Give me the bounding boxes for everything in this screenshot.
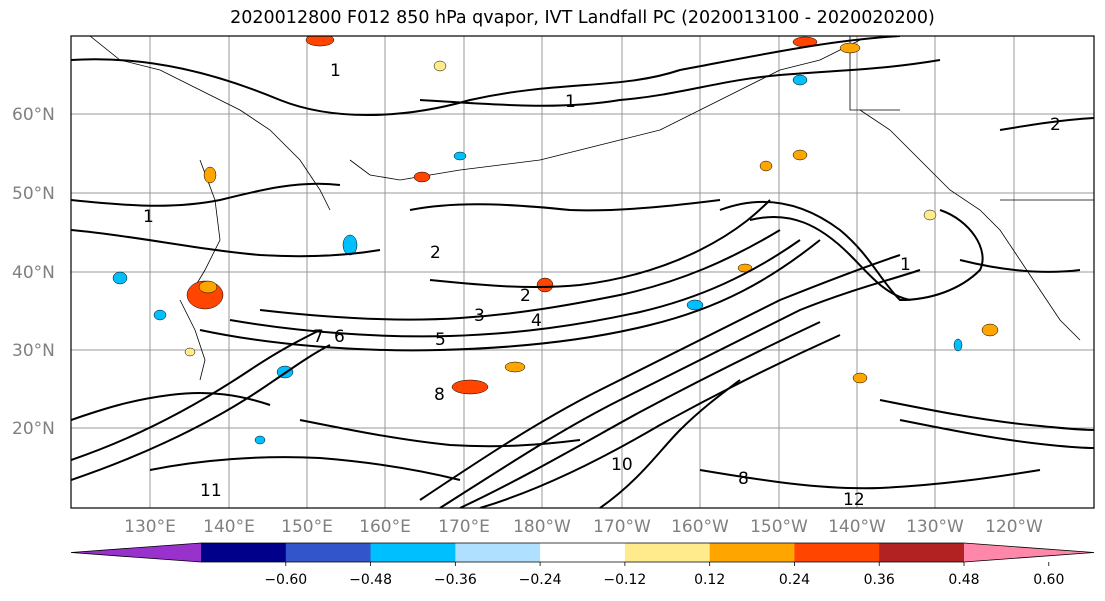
colorbar-segment	[624, 543, 711, 562]
lon-label: 150°E	[281, 517, 333, 537]
contour-label: 2	[1050, 115, 1061, 135]
lon-label: 170°E	[438, 517, 490, 537]
latitude-labels: 60°N 50°N 40°N 30°N 20°N	[12, 105, 55, 439]
colorbar-segment	[285, 543, 372, 562]
lat-label: 60°N	[12, 105, 55, 125]
map-frame	[70, 35, 1095, 509]
anomaly-patches	[112, 36, 999, 445]
contour-label: 2	[430, 243, 441, 263]
colorbar-segment	[455, 543, 541, 562]
colorbar-tick-label: 0.36	[864, 572, 895, 588]
colorbar: −0.60 −0.48 −0.36 −0.24 −0.12 0.12 0.24 0.36 0.4…	[70, 542, 1095, 588]
contour-label: 4	[531, 311, 542, 331]
contour-label: 3	[474, 306, 485, 326]
contour-label: 1	[330, 61, 341, 81]
map-title: 2020012800 F012 850 hPa qvapor, IVT Land…	[230, 8, 935, 28]
contour-label: 8	[434, 385, 445, 405]
contour-label: 1	[143, 207, 154, 227]
colorbar-tick-label: −0.60	[264, 572, 307, 588]
colorbar-tick-label: 0.48	[948, 572, 979, 588]
lon-label: 160°W	[671, 517, 729, 537]
colorbar-tick-label: −0.36	[434, 572, 477, 588]
lon-label: 130°W	[906, 517, 964, 537]
lon-label: 140°W	[828, 517, 886, 537]
colorbar-tick-label: −0.12	[603, 572, 646, 588]
colorbar-tick-label: −0.24	[519, 572, 562, 588]
contour-label: 7	[313, 327, 324, 347]
colorbar-segment	[201, 543, 287, 562]
longitude-labels: 130°E 140°E 150°E 160°E 170°E 180°W 170°…	[124, 517, 1043, 537]
lon-label: 170°W	[593, 517, 651, 537]
contour-label: 11	[200, 481, 222, 501]
lon-label: 130°E	[124, 517, 176, 537]
contour-label: 6	[334, 327, 345, 347]
lat-label: 40°N	[12, 263, 55, 283]
contour-label: 5	[435, 330, 446, 350]
colorbar-segment	[794, 543, 880, 562]
colorbar-extend-low	[71, 543, 201, 562]
colorbar-outline	[70, 542, 1095, 563]
lat-label: 20°N	[12, 419, 55, 439]
contour-label: 8	[738, 469, 749, 489]
coastlines	[89, 36, 1094, 381]
contour-label: 1	[900, 255, 911, 275]
lat-label: 50°N	[12, 184, 55, 204]
contour-label: 1	[565, 92, 576, 112]
colorbar-segment	[540, 543, 626, 562]
ivt-contours	[71, 36, 1094, 508]
colorbar-segment	[879, 543, 965, 562]
colorbar-tick-label: −0.48	[349, 572, 392, 588]
colorbar-tick-label: 0.24	[779, 572, 810, 588]
lon-label: 150°W	[750, 517, 808, 537]
contour-labels: 1 1 1 1 2 2 3 4 5 7 6 8 10 11 12 8 2	[143, 61, 1061, 510]
lon-label: 160°E	[359, 517, 411, 537]
colorbar-tick-label: 0.60	[1033, 572, 1064, 588]
lon-label: 180°W	[513, 517, 571, 537]
colorbar-segment	[370, 543, 456, 562]
contour-label: 12	[843, 490, 865, 510]
colorbar-extend-high	[964, 543, 1094, 562]
lon-label: 120°W	[985, 517, 1043, 537]
colorbar-segment	[709, 543, 795, 562]
colorbar-tick-label: 0.12	[694, 572, 725, 588]
lat-label: 30°N	[12, 341, 55, 361]
contour-label: 10	[611, 455, 633, 475]
contour-label: 2	[520, 286, 531, 306]
lon-label: 140°E	[203, 517, 255, 537]
